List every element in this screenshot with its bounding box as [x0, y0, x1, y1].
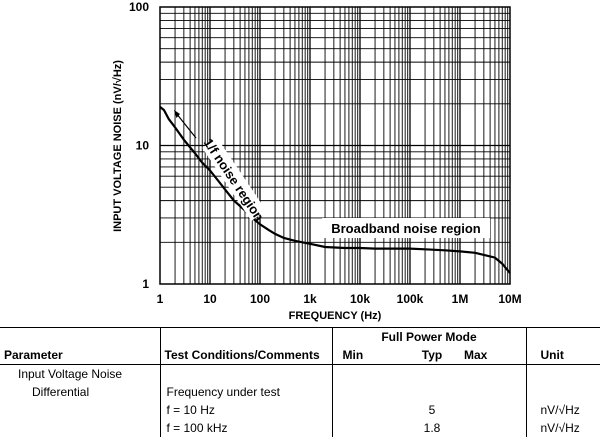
parameter-cell: Input Voltage Noise — [18, 367, 123, 381]
unit-cell — [525, 364, 600, 383]
x-tick-label: 10k — [350, 292, 370, 306]
col-max: Max — [460, 346, 526, 365]
table-row: Differential Frequency under test — [0, 383, 600, 401]
y-tick-label: 100 — [129, 0, 149, 14]
max-cell — [460, 419, 526, 437]
conditions-cell — [159, 364, 332, 383]
table-header-top: Full Power Mode — [0, 327, 600, 346]
y-tick-label: 10 — [136, 139, 150, 153]
one-over-f-arrow — [175, 112, 197, 139]
table-header-columns: Parameter Test Conditions/Comments Min T… — [0, 346, 600, 365]
conditions-cell: Frequency under test — [159, 383, 332, 401]
unit-cell — [525, 383, 600, 401]
max-cell — [460, 365, 526, 384]
one-over-f-arrowhead — [174, 110, 180, 118]
parameter-cell: Differential — [32, 385, 90, 399]
x-tick-label: 100k — [397, 292, 424, 306]
x-tick-labels: 1 10 100 1k 10k 100k 1M 10M — [157, 292, 522, 306]
col-unit: Unit — [525, 346, 600, 365]
full-power-mode-header: Full Power Mode — [331, 327, 526, 346]
broadband-region-label: Broadband noise region — [331, 221, 481, 236]
max-cell — [460, 401, 526, 419]
table-row: Input Voltage Noise — [0, 364, 600, 384]
plot-frame — [159, 6, 511, 285]
y-tick-labels: 1 10 100 — [129, 0, 149, 291]
parameter-cell — [0, 419, 160, 437]
x-tick-label: 1 — [157, 292, 164, 306]
typ-cell: 5 — [428, 403, 436, 417]
max-cell — [460, 383, 526, 401]
col-conditions: Test Conditions/Comments — [159, 346, 332, 365]
x-tick-label: 10M — [498, 292, 521, 306]
x-tick-label: 1k — [303, 292, 317, 306]
x-tick-label: 100 — [250, 292, 270, 306]
col-typ: Typ — [404, 346, 460, 365]
min-cell — [331, 364, 404, 383]
unit-cell: nV/√Hz — [525, 401, 600, 419]
noise-curve-line — [159, 106, 511, 274]
min-cell — [331, 401, 404, 419]
conditions-cell: f = 10 Hz — [159, 401, 332, 419]
y-tick-label: 1 — [142, 277, 149, 291]
col-min: Min — [331, 346, 404, 365]
broadband-label-bg — [322, 218, 490, 238]
col-parameter: Parameter — [0, 346, 160, 365]
unit-cell: nV/√Hz — [525, 419, 600, 437]
one-over-f-label-bg — [202, 137, 267, 221]
x-tick-label: 10 — [203, 292, 217, 306]
min-cell — [331, 419, 404, 437]
typ-cell — [404, 383, 460, 401]
spec-table: Full Power Mode Parameter Test Condition… — [0, 327, 600, 437]
noise-chart: 1 10 100 1k 10k 100k 1M 10M 1 10 100 FREQUENCY (H… — [112, 0, 522, 322]
parameter-cell — [0, 401, 160, 419]
table-row: f = 100 kHz 1.8 nV/√Hz — [0, 419, 600, 437]
y-axis-title: INPUT VOLTAGE NOISE (nV/√Hz) — [112, 60, 124, 232]
typ-cell: 1.8 — [423, 421, 441, 435]
table-row: f = 10 Hz 5 nV/√Hz — [0, 401, 600, 419]
x-axis-title: FREQUENCY (Hz) — [289, 310, 382, 322]
conditions-cell: f = 100 kHz — [159, 419, 332, 437]
min-cell — [331, 383, 404, 401]
x-tick-label: 1M — [452, 292, 469, 306]
typ-cell — [404, 365, 460, 384]
